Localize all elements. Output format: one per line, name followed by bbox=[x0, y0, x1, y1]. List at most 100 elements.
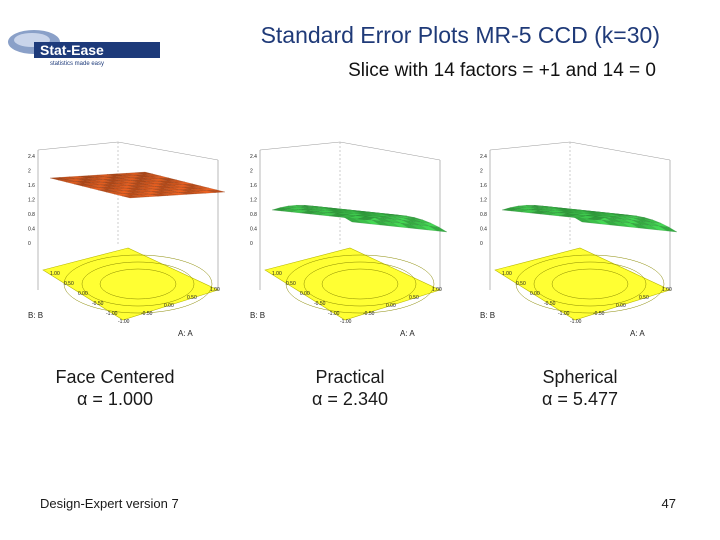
response-surface bbox=[49, 171, 226, 199]
surface-facet bbox=[207, 189, 226, 193]
z-tick-label: 1.2 bbox=[480, 198, 487, 204]
contour-line bbox=[533, 261, 647, 307]
caption-face-centered: Face Centered α = 1.000 bbox=[5, 366, 225, 410]
a-axis-label: A: A bbox=[400, 329, 415, 338]
caption-practical: Practical α = 2.340 bbox=[240, 366, 460, 410]
logo-tagline: statistics made easy bbox=[50, 61, 104, 67]
frame-edge bbox=[37, 141, 119, 151]
surface-plot: 2.421.61.20.80.40-1.00-0.500.000.501.001… bbox=[28, 141, 226, 338]
frame-edge bbox=[259, 141, 341, 151]
b-tick-label: 1.00 bbox=[502, 271, 512, 277]
logo-main-text: Stat-Ease bbox=[40, 42, 104, 58]
surface-plot: 2.421.61.20.80.40-1.00-0.500.000.501.001… bbox=[480, 141, 678, 338]
a-tick-label: 1.00 bbox=[662, 287, 672, 293]
b-tick-label: 1.00 bbox=[272, 271, 282, 277]
a-tick-label: -0.50 bbox=[593, 311, 605, 317]
b-tick-label: -1.00 bbox=[558, 311, 570, 317]
z-tick-label: 2.4 bbox=[250, 154, 257, 160]
surface-facet bbox=[429, 226, 448, 233]
b-axis-label: B: B bbox=[250, 311, 265, 320]
surface-facet bbox=[659, 226, 678, 233]
z-tick-label: 1.6 bbox=[28, 183, 35, 189]
contour-line bbox=[515, 254, 665, 314]
caption-alpha: α = 1.000 bbox=[77, 389, 153, 409]
z-tick-label: 1.6 bbox=[480, 183, 487, 189]
frame-edge bbox=[489, 141, 571, 151]
z-tick-label: 2 bbox=[28, 169, 31, 175]
z-tick-label: 0.4 bbox=[28, 227, 35, 233]
surface-plot: 2.421.61.20.80.40-1.00-0.500.000.501.001… bbox=[250, 141, 448, 338]
b-tick-label: 0.00 bbox=[300, 291, 310, 297]
contour-line bbox=[81, 261, 195, 307]
frame-edge bbox=[339, 141, 441, 161]
z-tick-label: 0.4 bbox=[480, 227, 487, 233]
b-tick-label: -0.50 bbox=[544, 301, 556, 307]
page-number: 47 bbox=[661, 496, 676, 511]
contour-line bbox=[303, 261, 417, 307]
a-tick-label: -1.00 bbox=[570, 319, 582, 325]
response-surface bbox=[501, 205, 678, 233]
a-tick-label: 0.00 bbox=[616, 303, 626, 309]
b-tick-label: 0.50 bbox=[64, 281, 74, 287]
z-tick-label: 0.8 bbox=[28, 212, 35, 218]
b-tick-label: 1.00 bbox=[50, 271, 60, 277]
a-tick-label: 0.50 bbox=[409, 295, 419, 301]
z-tick-label: 0.4 bbox=[250, 227, 257, 233]
b-tick-label: 0.00 bbox=[78, 291, 88, 297]
z-tick-label: 1.2 bbox=[28, 198, 35, 204]
b-tick-label: -1.00 bbox=[106, 311, 118, 317]
z-tick-label: 2.4 bbox=[28, 154, 35, 160]
a-tick-label: 0.00 bbox=[164, 303, 174, 309]
contour-base bbox=[264, 247, 441, 321]
z-tick-label: 0.8 bbox=[250, 212, 257, 218]
b-tick-label: 0.50 bbox=[286, 281, 296, 287]
b-tick-label: -0.50 bbox=[92, 301, 104, 307]
b-tick-label: -1.00 bbox=[328, 311, 340, 317]
caption-spherical: Spherical α = 5.477 bbox=[470, 366, 690, 410]
frame-edge bbox=[117, 141, 219, 161]
contour-line bbox=[551, 268, 629, 300]
z-tick-label: 2 bbox=[480, 169, 483, 175]
a-tick-label: 1.00 bbox=[210, 287, 220, 293]
caption-design-name: Spherical bbox=[542, 367, 618, 387]
caption-design-name: Face Centered bbox=[55, 367, 175, 387]
contour-line bbox=[99, 268, 177, 300]
stat-ease-logo: Stat-Ease statistics made easy bbox=[6, 22, 166, 77]
a-axis-label: A: A bbox=[630, 329, 645, 338]
z-tick-label: 0 bbox=[250, 241, 253, 247]
contour-base bbox=[42, 247, 219, 321]
z-tick-label: 1.2 bbox=[250, 198, 257, 204]
b-tick-label: -0.50 bbox=[314, 301, 326, 307]
z-tick-label: 2.4 bbox=[480, 154, 487, 160]
a-tick-label: -0.50 bbox=[363, 311, 375, 317]
caption-alpha: α = 5.477 bbox=[542, 389, 618, 409]
a-tick-label: 0.50 bbox=[187, 295, 197, 301]
b-tick-label: 0.50 bbox=[516, 281, 526, 287]
a-tick-label: -1.00 bbox=[118, 319, 130, 325]
contour-line bbox=[63, 254, 213, 314]
a-axis-label: A: A bbox=[178, 329, 193, 338]
z-tick-label: 0 bbox=[480, 241, 483, 247]
plot-panel-practical: 2.4 2 1.6 1.2 0.8 0.4 0 -1.00 -0.50 0.00 0.50 1.00 1… bbox=[250, 140, 465, 340]
z-tick-label: 0 bbox=[28, 241, 31, 247]
z-tick-label: 2 bbox=[250, 169, 253, 175]
slide-title: Standard Error Plots MR-5 CCD (k=30) bbox=[260, 22, 660, 48]
z-tick-label: 1.6 bbox=[250, 183, 257, 189]
z-tick-label: 0.8 bbox=[480, 212, 487, 218]
plot-panel-spherical: 2.4 2 1.6 1.2 0.8 0.4 0 -1.00 -0.50 0.00 0.50 1.00 1… bbox=[480, 140, 695, 340]
caption-design-name: Practical bbox=[315, 367, 385, 387]
a-tick-label: 0.50 bbox=[639, 295, 649, 301]
a-tick-label: -1.00 bbox=[340, 319, 352, 325]
contour-line bbox=[285, 254, 435, 314]
a-tick-label: -0.50 bbox=[141, 311, 153, 317]
slide-subtitle: Slice with 14 factors = +1 and 14 = 0 bbox=[348, 60, 656, 81]
a-tick-label: 0.00 bbox=[386, 303, 396, 309]
response-surface bbox=[271, 205, 448, 233]
contour-base bbox=[494, 247, 671, 321]
b-tick-label: 0.00 bbox=[530, 291, 540, 297]
a-tick-label: 1.00 bbox=[432, 287, 442, 293]
contour-line bbox=[321, 268, 399, 300]
caption-alpha: α = 2.340 bbox=[312, 389, 388, 409]
b-axis-label: B: B bbox=[480, 311, 495, 320]
footer-software-version: Design-Expert version 7 bbox=[40, 496, 179, 511]
